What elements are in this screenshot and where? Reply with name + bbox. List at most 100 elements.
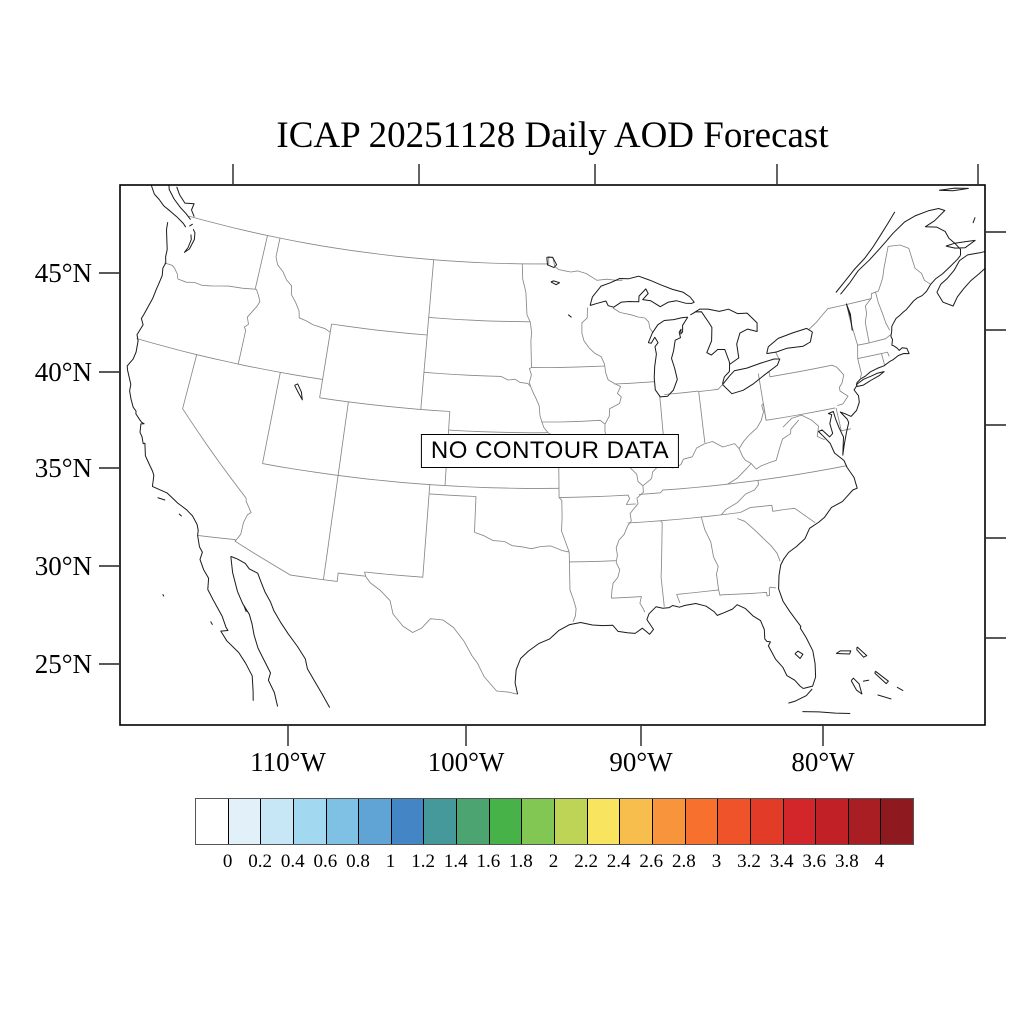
colorbar-tick-labels: 0 0.2 0.4 0.6 0.8 1 1.2 1.4 1.6 1.8 2 2.2 2.4 2.6 2.8 3… xyxy=(195,851,912,875)
coastline xyxy=(840,208,961,295)
border-line xyxy=(558,488,570,553)
coastline xyxy=(722,364,731,384)
colorbar-cell xyxy=(718,799,751,844)
coastline xyxy=(938,187,969,192)
border-line xyxy=(254,235,268,290)
border-line xyxy=(568,552,577,622)
border-line xyxy=(559,494,636,505)
border-line xyxy=(262,372,281,464)
coastline xyxy=(788,688,813,704)
colorbar-tick-label: 1.2 xyxy=(411,851,435,872)
coastline xyxy=(766,327,813,355)
colorbar-cell xyxy=(555,799,588,844)
border-line xyxy=(676,586,776,597)
colorbar-cell xyxy=(652,799,686,844)
colorbar-cell xyxy=(228,799,262,844)
coastline xyxy=(589,275,695,308)
coastline xyxy=(550,280,560,286)
longitude-label: 80°W xyxy=(791,747,855,777)
coastlines xyxy=(126,185,985,714)
colorbar-cell xyxy=(359,799,392,844)
colorbar-tick-label: 0.6 xyxy=(313,851,338,872)
coastline xyxy=(546,256,558,269)
coastline xyxy=(514,603,804,695)
border-line xyxy=(521,263,531,322)
coastline xyxy=(896,686,904,692)
border-line xyxy=(775,351,780,359)
coastline xyxy=(230,556,279,707)
border-line xyxy=(474,496,477,533)
coastline xyxy=(778,284,932,689)
border-line xyxy=(331,323,428,336)
colorbar-tick-label: 1.6 xyxy=(476,851,501,872)
coastline xyxy=(176,186,195,217)
border-line xyxy=(757,373,767,421)
border-line xyxy=(262,463,560,489)
border-line xyxy=(614,381,655,385)
coastline xyxy=(189,223,193,227)
border-line xyxy=(474,531,570,553)
border-line xyxy=(612,307,654,334)
coastline xyxy=(178,513,183,517)
coastline xyxy=(930,255,961,285)
colorbar-cell xyxy=(783,799,817,844)
coastline xyxy=(243,605,247,613)
border-line xyxy=(727,465,847,485)
coastline xyxy=(647,316,689,398)
colorbar-cell xyxy=(750,799,784,844)
latitude-label: 40°N xyxy=(35,357,92,387)
border-line xyxy=(638,483,728,495)
border-line xyxy=(364,484,431,578)
border-line xyxy=(727,419,800,485)
border-line xyxy=(611,596,646,613)
colorbar-tick-label: 3.2 xyxy=(737,851,761,872)
border-line xyxy=(322,475,339,580)
coastline xyxy=(197,535,254,701)
coastline xyxy=(856,371,885,387)
border-line xyxy=(627,512,741,524)
border-line xyxy=(420,259,435,410)
colorbar-cell xyxy=(391,799,425,844)
coastline xyxy=(294,383,303,401)
border-line xyxy=(423,371,549,433)
coastline xyxy=(690,308,758,365)
coastline xyxy=(802,711,851,714)
colorbar-cell xyxy=(489,799,523,844)
border-line xyxy=(700,516,720,590)
border-line xyxy=(136,338,323,380)
colorbar-tick-label: 2.6 xyxy=(639,851,664,872)
no-contour-data-label: NO CONTOUR DATA xyxy=(420,434,680,468)
coastline xyxy=(722,358,781,395)
border-line xyxy=(835,407,851,432)
border-line xyxy=(197,534,518,695)
colorbar-cell xyxy=(261,799,294,844)
latitude-label: 30°N xyxy=(35,551,92,581)
border-line xyxy=(660,520,665,607)
coastline xyxy=(183,228,196,253)
border-line xyxy=(337,401,349,476)
coastline xyxy=(162,593,165,597)
colorbar-tick-label: 2 xyxy=(548,851,559,872)
border-line xyxy=(275,238,331,333)
coastline xyxy=(845,303,853,331)
coastline xyxy=(877,694,892,700)
colorbar-tick-label: 1 xyxy=(385,851,396,872)
coastline xyxy=(936,250,985,307)
longitude-label: 100°W xyxy=(428,747,505,777)
plot-title: ICAP 20251128 Daily AOD Forecast xyxy=(276,115,829,156)
axis-tick-labels: 45°N 40°N 35°N 30°N 25°N 110°W 100°W 90°W 80°W xyxy=(35,258,855,777)
coastline xyxy=(210,621,213,626)
colorbar-cell xyxy=(816,799,849,844)
colorbar-tick-label: 1.8 xyxy=(509,851,533,872)
border-line xyxy=(188,215,623,281)
colorbar-cell xyxy=(620,799,653,844)
coastline xyxy=(168,185,191,220)
colorbar-cell xyxy=(196,799,229,844)
colorbar-tick-label: 2.4 xyxy=(606,851,631,872)
coastline xyxy=(567,314,572,318)
border-line xyxy=(237,289,261,365)
border-line xyxy=(531,365,606,369)
colorbar-tick-label: 3 xyxy=(711,851,722,872)
border-line xyxy=(182,354,247,499)
